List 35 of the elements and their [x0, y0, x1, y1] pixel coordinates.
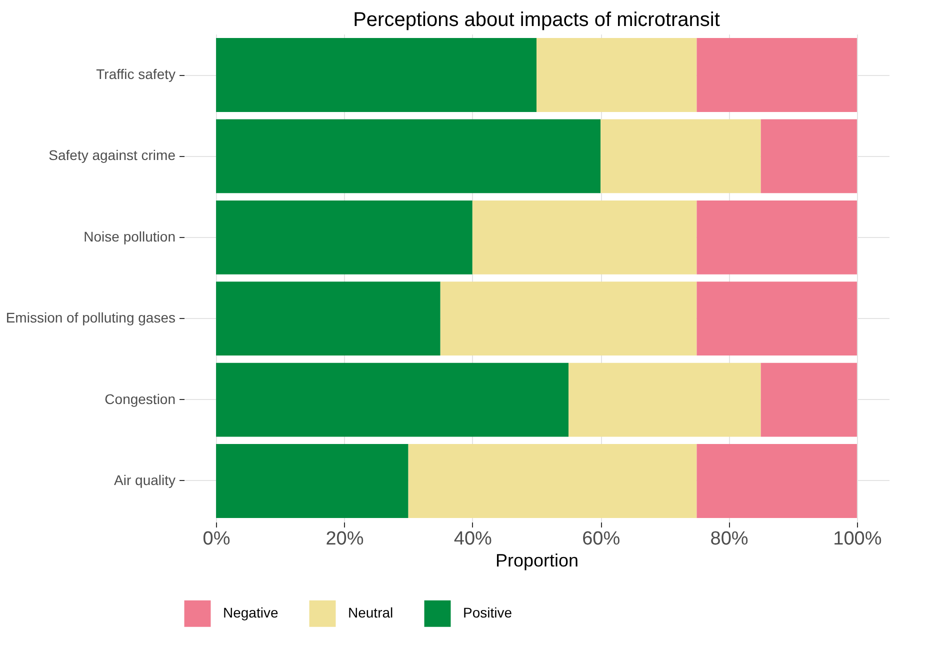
bar: [216, 200, 472, 274]
y-tick-label: Congestion: [104, 390, 176, 407]
bar: [440, 282, 697, 356]
bar: [216, 119, 601, 194]
y-tick-label: Emission of polluting gases: [6, 310, 176, 326]
y-tick-label: Safety against crime: [48, 147, 176, 164]
bar: [696, 200, 857, 274]
x-axis-title: Proportion: [495, 550, 579, 570]
x-tick-label: 80%: [710, 528, 748, 550]
x-tick-label: 40%: [454, 528, 492, 550]
bar: [216, 38, 536, 112]
x-tick-label: 100%: [833, 528, 882, 550]
bar: [536, 38, 697, 112]
legend-label: Neutral: [348, 604, 394, 621]
x-tick-label: 60%: [582, 528, 620, 550]
bar: [216, 444, 408, 518]
y-tick-label: Noise pollution: [84, 228, 176, 244]
legend-label: Positive: [463, 604, 512, 621]
bar: [408, 444, 697, 518]
bar: [216, 282, 440, 356]
chart-title: Perceptions about impacts of microtransit: [353, 9, 720, 31]
x-tick-label: 20%: [326, 528, 364, 550]
bar: [696, 38, 857, 112]
bar: [568, 362, 761, 437]
x-tick-label: 0%: [202, 528, 230, 550]
bar: [760, 362, 857, 437]
bar: [696, 444, 857, 518]
bar: [696, 282, 857, 356]
bar: [600, 119, 761, 194]
bar: [216, 362, 569, 437]
bar: [760, 119, 857, 194]
y-tick-label: Air quality: [114, 472, 176, 488]
legend-label: Negative: [223, 604, 278, 621]
bar: [472, 200, 697, 274]
y-tick-label: Traffic safety: [96, 66, 176, 82]
